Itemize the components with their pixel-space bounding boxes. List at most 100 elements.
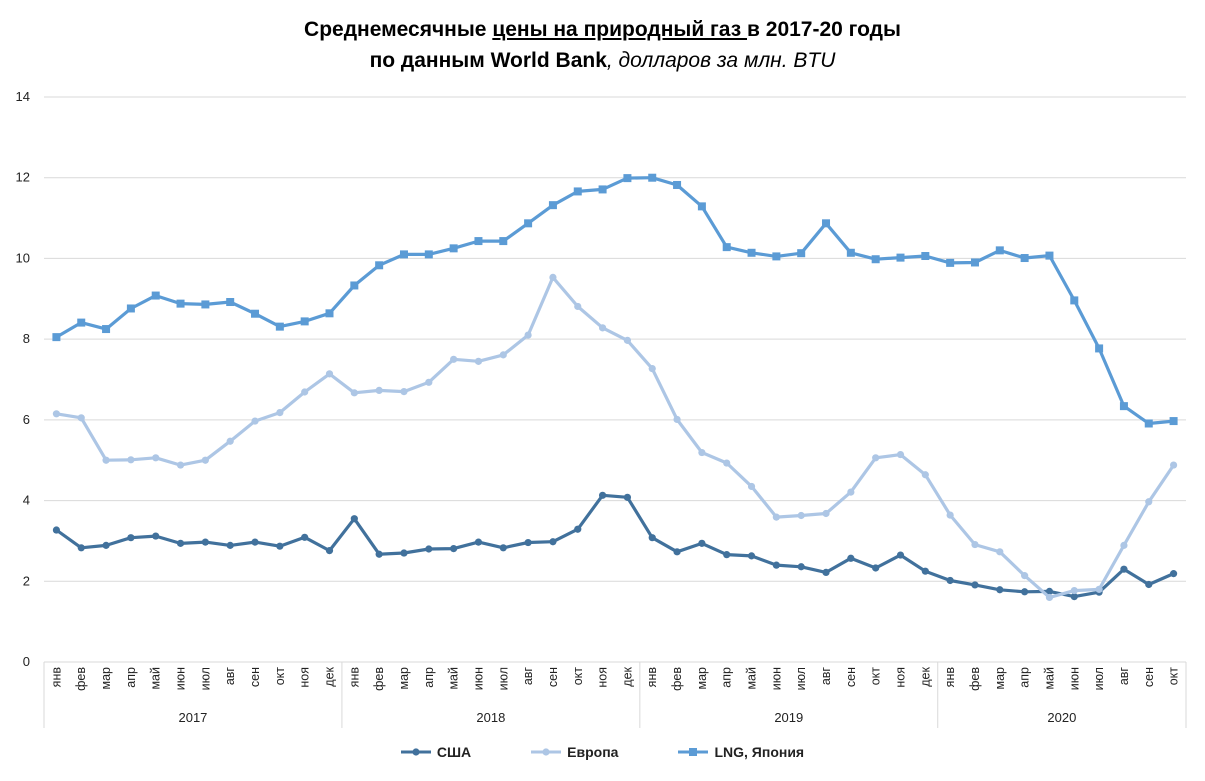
x-tick-label: янв [49,667,63,688]
data-point [1045,593,1054,602]
series-line [56,275,1175,600]
x-tick-label: авг [521,667,535,686]
data-point [623,336,632,344]
data-point [1070,296,1079,305]
y-tick-label: 10 [16,250,30,265]
x-tick-label: июн [1067,667,1081,690]
data-point [201,538,209,546]
data-point [697,202,706,211]
data-point [176,299,185,308]
data-point [400,388,408,396]
x-tick-label: июн [471,667,485,690]
data-point [1120,541,1128,549]
x-tick-label: окт [869,667,883,686]
data-point [176,539,185,547]
data-point [226,298,235,307]
data-point [325,370,334,378]
data-point [573,187,582,196]
data-point [400,549,408,557]
data-point [847,554,855,562]
data-point [226,437,234,445]
x-tick-label: июл [1092,667,1106,690]
data-point [350,281,359,290]
data-point [77,318,86,327]
x-tick-label: июн [174,667,188,690]
legend-swatch [531,748,562,756]
data-point [52,526,61,534]
data-point [1169,417,1178,426]
x-tick-label: сен [546,667,560,687]
y-tick-label: 4 [23,493,30,508]
data-point [102,325,111,334]
data-point [747,552,756,560]
x-tick-label: окт [571,667,585,686]
data-point [673,180,682,189]
y-tick-label: 8 [23,331,30,346]
data-point [375,386,383,394]
series-1 [52,491,1178,601]
data-point [301,533,309,541]
data-point [325,547,334,555]
x-tick-label: дек [918,666,932,686]
x-tick-label: авг [223,667,237,686]
data-point [300,317,309,326]
data-point [1169,461,1178,469]
data-point [549,538,557,546]
series-line [55,493,1175,599]
data-point [1144,419,1153,428]
data-point [1145,580,1153,589]
title-text-3: в 2017-20 годы [747,18,901,41]
x-tick-label: дек [620,666,634,686]
x-tick-label: май [447,667,461,690]
data-point [847,488,855,496]
x-tick-label: дек [323,666,337,686]
data-point [350,515,358,523]
data-point [872,564,880,572]
legend-item: Европа [531,744,618,760]
data-point [1169,570,1178,578]
data-point [1020,254,1029,263]
data-point [822,568,830,577]
data-point [946,511,954,519]
x-tick-label: апр [720,667,734,688]
x-tick-label: ноя [894,667,908,688]
title-units: , долларов за млн. BTU [606,49,836,72]
data-point [176,461,185,469]
data-point [201,456,209,464]
data-point [126,304,135,313]
data-point [350,389,358,397]
data-point [275,322,284,331]
data-point [424,250,433,259]
x-tick-label: фев [74,667,88,691]
data-point [201,300,210,309]
y-tick-label: 14 [16,89,30,104]
legend-swatch [678,748,709,756]
data-point [474,237,483,246]
data-point [822,219,831,228]
data-point [648,173,657,182]
data-point [1095,585,1103,593]
data-point [946,258,955,267]
x-tick-label: мар [993,667,1007,690]
data-point [1119,402,1128,411]
data-point [524,331,532,339]
x-tick-label: июл [794,667,808,690]
data-point [450,544,458,553]
data-point [474,357,483,365]
x-tick-label: окт [1167,667,1181,686]
data-point [648,534,656,542]
x-tick-label: апр [422,667,436,688]
chart-title-line1: Среднемесячные цены на природный газ в 2… [0,14,1205,45]
data-point [996,586,1004,594]
data-point [276,408,284,417]
y-tick-label: 12 [16,170,30,185]
data-point [723,551,731,559]
data-point [896,551,905,559]
data-point [871,255,880,264]
data-point [77,544,85,552]
y-tick-label: 0 [23,654,30,669]
y-tick-label: 2 [23,573,30,588]
data-point [574,302,582,311]
x-year-label: 2020 [1047,710,1076,725]
